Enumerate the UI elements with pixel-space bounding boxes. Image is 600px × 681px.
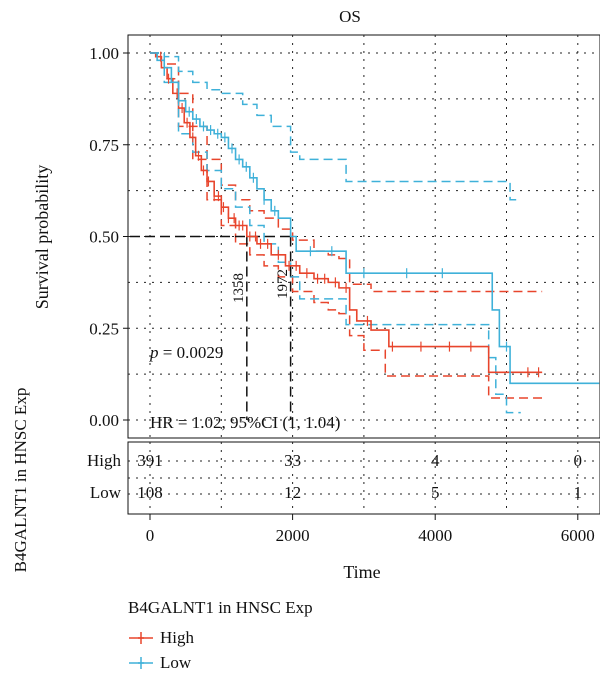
y-tick-label: 0.25 [89,319,119,338]
legend-item-high[interactable]: High [128,627,194,649]
risk-table-title: B4GALNT1 in HNSC Exp [11,388,30,573]
x-tick-label: 0 [146,526,155,545]
hr-annotation: HR = 1.02, 95%CI (1, 1.04) [150,413,340,432]
p-value: = 0.0029 [159,343,224,362]
legend-label-low: Low [160,653,192,672]
risk-cell-high: 391 [137,451,163,470]
risk-row-label-low: Low [90,483,122,502]
legend-item-low[interactable]: Low [128,652,191,674]
p-value-annotation: p = 0.0029 [149,343,223,362]
y-axis-label: Survival probability [32,165,52,309]
p-label: p [149,343,159,362]
y-tick-label: 1.00 [89,44,119,63]
median-high-label: 1358 [231,273,247,303]
y-tick-label: 0.75 [89,136,119,155]
risk-table-cells: 391 33 4 0 108 12 5 1 [137,451,582,502]
median-low-label: 1972 [275,269,291,299]
chart-title: OS [339,7,361,26]
risk-cell-high: 0 [574,451,583,470]
risk-table: 391 33 4 0 108 12 5 1 High Low [87,441,600,515]
plot-panel [127,34,600,439]
x-axis: 0 2000 4000 6000 [146,514,595,545]
risk-cell-low: 5 [431,483,440,502]
curve-low [150,52,600,385]
risk-row-label-high: High [87,451,122,470]
legend-swatch-high [129,632,153,644]
legend-swatch-low [129,657,153,669]
risk-cell-low: 1 [574,483,583,502]
censor-marks [160,51,540,378]
x-tick-label: 4000 [418,526,452,545]
y-axis: 0.00 0.25 0.50 0.75 1.00 [89,44,128,430]
legend-label-high: High [160,628,194,647]
risk-table-grid [128,442,600,514]
y-tick-label: 0.50 [89,228,119,247]
risk-cell-low: 108 [137,483,163,502]
ci-band-high [150,52,543,293]
risk-cell-high: 33 [284,451,301,470]
y-tick-label: 0.00 [89,411,119,430]
km-chart: OS 0.00 0.25 0.50 0.75 1.00 Survival probabi… [11,7,600,582]
risk-cell-high: 4 [431,451,440,470]
risk-cell-low: 12 [284,483,301,502]
ci-band-low [150,52,521,201]
x-tick-label: 6000 [561,526,595,545]
svg-text:p = 0.0029: p = 0.0029 [149,343,223,362]
legend-title: B4GALNT1 in HNSC Exp [128,598,313,617]
x-axis-label: Time [343,562,380,582]
x-tick-label: 2000 [276,526,310,545]
median-lines [130,235,292,420]
